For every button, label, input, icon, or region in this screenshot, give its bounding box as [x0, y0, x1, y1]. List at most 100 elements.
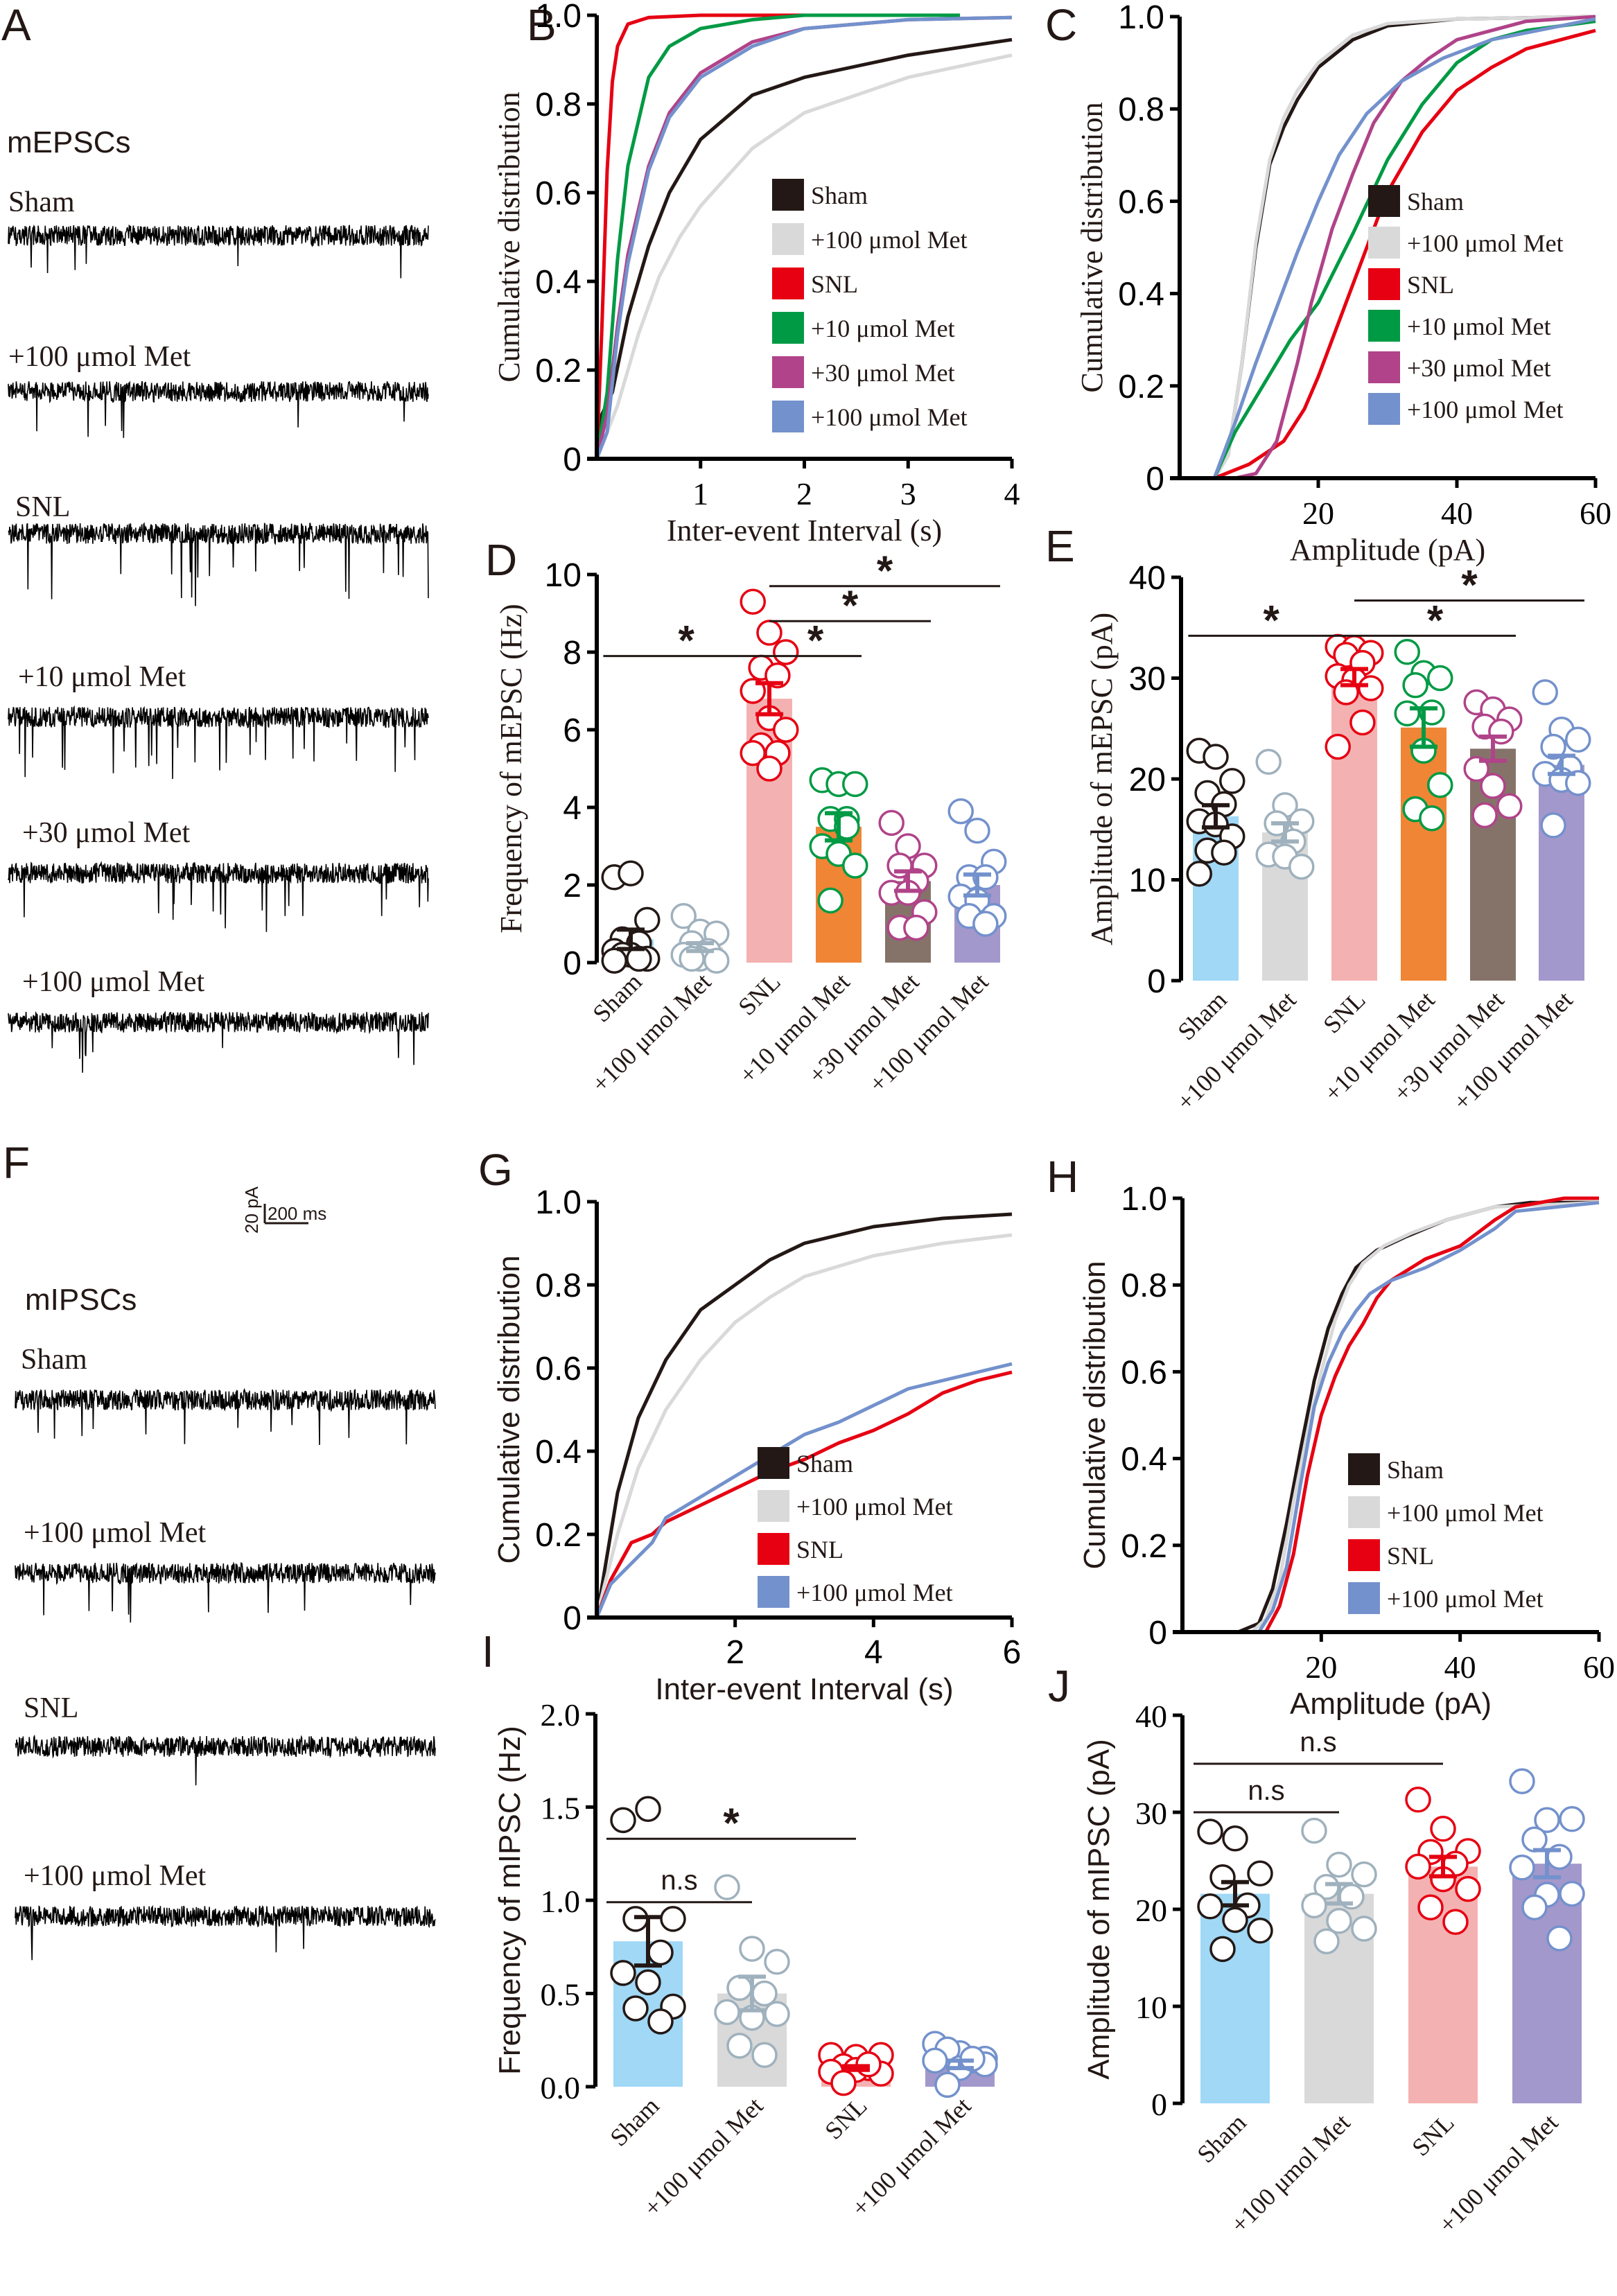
data-point	[773, 717, 799, 743]
data-point	[714, 1874, 740, 1900]
y-tick-label: 2.0	[541, 1697, 581, 1733]
data-point	[1405, 1787, 1431, 1813]
y-tick-label: 0.8	[535, 1268, 582, 1304]
legend-label: +100 μmol Met	[1407, 396, 1564, 423]
data-point	[647, 2008, 674, 2035]
trace-label: +100 μmol Met	[8, 341, 191, 373]
y-tick-label: 0.2	[535, 353, 582, 389]
data-point	[756, 755, 783, 782]
x-tick-label: 40	[1444, 1649, 1476, 1685]
significance-label: *	[723, 1800, 740, 1846]
data-point	[610, 1807, 636, 1834]
data-point	[618, 860, 644, 886]
data-point	[1430, 1816, 1456, 1842]
mepsc-section-title: mEPSCs	[7, 125, 130, 159]
y-axis-label: Cumulative distribution	[492, 91, 526, 382]
y-tick-label: 0.6	[535, 1351, 582, 1387]
data-point	[830, 2069, 857, 2096]
legend-label: Sham	[796, 1450, 853, 1478]
data-point	[740, 588, 766, 615]
y-tick-label: 10	[545, 557, 582, 594]
trace-recording	[8, 380, 429, 438]
y-tick-label: 0.4	[1118, 277, 1164, 313]
data-point	[634, 906, 661, 934]
legend: Sham +100 μmol Met SNL +10 μmol Met +30 μmol…	[1368, 185, 1564, 425]
y-tick-label: 0	[1148, 1615, 1167, 1651]
y-tick-label: 30	[1129, 661, 1166, 698]
data-point	[1222, 1907, 1248, 1934]
data-point	[1509, 1768, 1535, 1794]
series-line-2	[595, 53, 1013, 459]
y-tick-label: 1.0	[1121, 1181, 1167, 1218]
y-tick-label: 0.8	[535, 87, 582, 123]
data-point	[1313, 1928, 1340, 1954]
data-point	[660, 1906, 686, 1932]
legend-swatch	[772, 223, 804, 255]
category-label: +100 μmol Met	[864, 967, 994, 1098]
significance-label: *	[1461, 561, 1478, 608]
legend-label: +100 μmol Met	[796, 1493, 953, 1521]
y-tick-label: 1.0	[535, 0, 582, 35]
data-point	[1203, 744, 1229, 770]
series-line-3	[1264, 1196, 1599, 1633]
legend-swatch	[758, 1490, 789, 1522]
legend-swatch	[772, 179, 804, 211]
y-axis-label: Cumulative distribution	[1075, 102, 1109, 392]
x-tick-label: 1	[692, 476, 708, 511]
data-point	[922, 2047, 948, 2074]
category-label: Sham	[1172, 985, 1232, 1045]
legend-swatch	[758, 1447, 789, 1479]
x-tick-label: 60	[1580, 496, 1611, 531]
data-point	[1480, 773, 1506, 799]
data-point	[1301, 1817, 1327, 1844]
y-tick-label: 0.4	[535, 1434, 582, 1471]
legend-swatch	[1368, 351, 1400, 383]
legend-label: +100 μmol Met	[1387, 1499, 1544, 1527]
legend-label: +30 μmol Met	[1407, 354, 1551, 382]
y-tick-label: 0.8	[1118, 91, 1164, 128]
legend-swatch	[758, 1576, 789, 1608]
series-line-1	[595, 1212, 1013, 1618]
y-tick-label: 40	[1129, 560, 1166, 597]
y-tick-label: 0	[563, 441, 582, 478]
data-point	[1351, 1861, 1377, 1888]
data-point	[1326, 1851, 1352, 1878]
category-label: Sham	[604, 2092, 664, 2151]
data-point	[1219, 768, 1245, 794]
trace-label: Sham	[8, 186, 75, 218]
data-point	[1455, 1875, 1481, 1902]
data-point	[1247, 1918, 1273, 1944]
panel-letter-f: F	[3, 1138, 30, 1188]
legend-label: +100 μmol Met	[1387, 1585, 1544, 1613]
data-point	[1417, 1894, 1444, 1920]
data-point	[751, 2042, 778, 2069]
y-tick-label: 0.6	[535, 175, 582, 212]
y-tick-label: 30	[1135, 1796, 1167, 1831]
y-tick-label: 0	[563, 1600, 582, 1637]
series-line-6	[1212, 17, 1596, 479]
significance-label: *	[1264, 597, 1280, 643]
data-point	[622, 1995, 649, 2022]
category-label: SNL	[733, 967, 785, 1020]
trace-recording	[15, 1387, 436, 1446]
trace-recording	[15, 1734, 436, 1786]
data-point	[764, 1949, 790, 1975]
series-line-6	[595, 15, 1013, 459]
trace-label: +10 μmol Met	[18, 661, 186, 693]
x-axis-label: Amplitude (pA)	[1290, 1687, 1492, 1721]
data-point	[1559, 1806, 1585, 1832]
panel-letter-g: G	[478, 1145, 513, 1195]
x-tick-label: 40	[1441, 496, 1473, 531]
scale-bar: 20 pA 200 ms	[241, 1186, 326, 1234]
legend-swatch	[1368, 393, 1400, 425]
y-tick-label: 1.0	[535, 1184, 582, 1221]
data-point	[1534, 1807, 1560, 1833]
panel-letter-b: B	[527, 0, 557, 50]
data-point	[635, 1969, 661, 1996]
y-tick-label: 0.5	[541, 1977, 581, 2013]
data-point	[635, 1796, 661, 1822]
y-tick-label: 2	[563, 868, 582, 904]
